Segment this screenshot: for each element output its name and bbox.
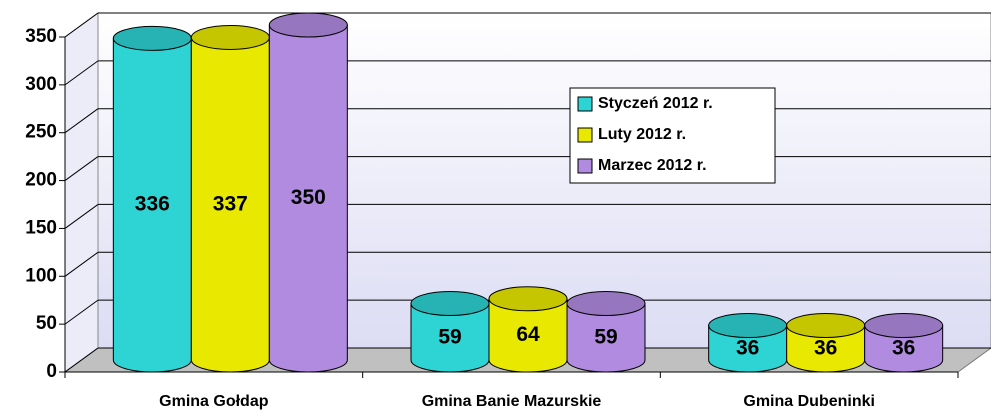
legend-box [569,87,776,184]
value-label: 59 [438,325,461,348]
x-tick-label: Gmina Gołdap [159,393,269,410]
value-label: 36 [736,336,759,359]
y-tick-label: 50 [36,313,57,334]
cylinder [488,298,568,373]
grid-line [64,204,99,229]
cylinder-top [410,291,490,317]
y-tick-label: 350 [25,26,57,47]
y-tick-label: 150 [25,217,57,238]
cylinder [708,325,788,373]
x-tick-label: Gmina Banie Mazurskie [422,393,602,410]
grid-line [64,251,99,277]
y-tick-label: 100 [25,265,57,286]
cylinder [112,37,192,373]
legend-swatch [577,127,593,143]
cylinder [786,325,866,373]
y-tick-label: 200 [25,170,57,191]
y-tick-label: 250 [25,122,57,143]
value-label: 64 [516,323,540,346]
cylinder [190,36,270,373]
grid-line [64,60,99,86]
legend-swatch [577,96,593,112]
legend-label: Marzec 2012 r. [598,157,707,174]
y-tick-label: 300 [25,74,57,95]
value-label: 36 [892,336,915,359]
legend-label: Luty 2012 r. [598,126,686,143]
cylinder [410,303,490,373]
cylinder-top [268,12,348,38]
grid-line [64,347,99,373]
value-label: 337 [213,192,248,215]
value-label: 350 [291,186,326,209]
grid-line [64,12,99,38]
cylinder-top [864,313,944,339]
value-label: 59 [594,325,617,348]
cylinder-top [190,24,270,50]
grid-line [64,108,99,134]
cylinder [566,303,646,373]
cylinder-top [488,286,568,312]
grid-line [64,156,99,181]
cylinder-top [708,313,788,339]
value-label: 336 [135,193,170,216]
grid-line [64,299,99,325]
legend-swatch [577,158,593,174]
value-label: 36 [814,336,837,359]
cylinder-top [112,25,192,51]
cylinder-top [786,313,866,339]
legend-label: Styczeń 2012 r. [598,95,713,112]
legend: Styczeń 2012 r. Luty 2012 r. Marzec 2012 r… [569,87,776,184]
x-tick-label: Gmina Dubeninki [743,393,875,410]
cylinder-top [566,291,646,317]
cylinder [864,325,944,373]
cylinder [268,24,348,373]
y-tick-label: 0 [46,361,57,382]
side-wall [64,12,99,373]
